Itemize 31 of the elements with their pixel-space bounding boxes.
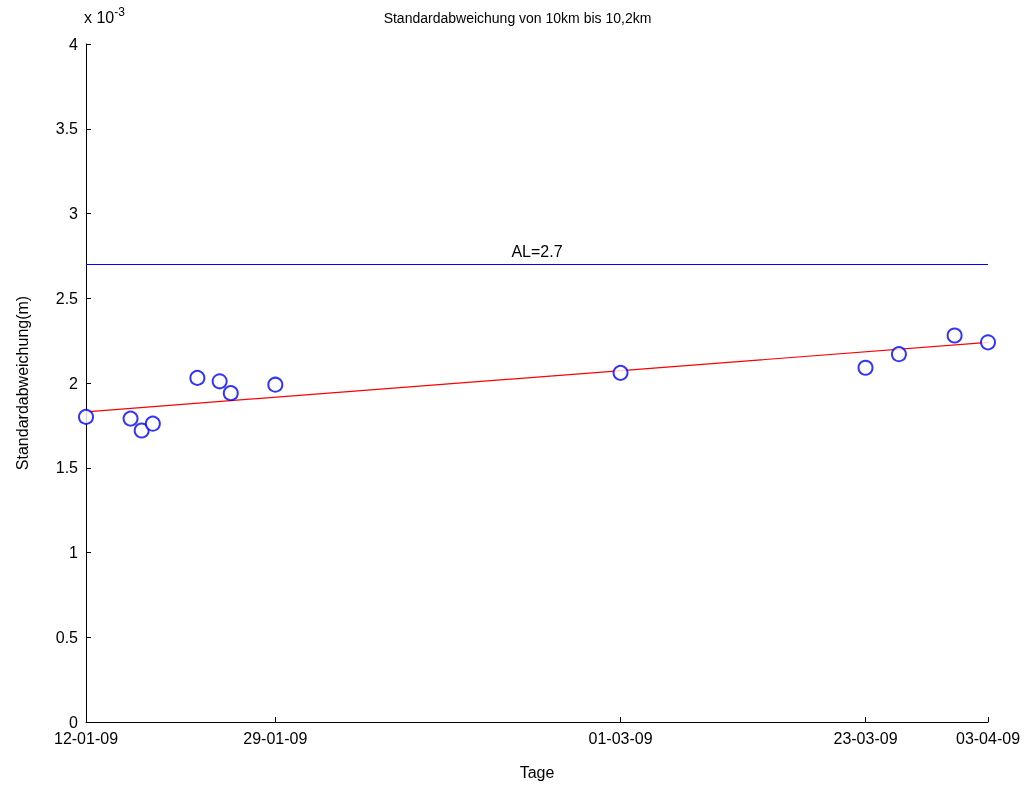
y-tick-label: 0 — [69, 713, 79, 731]
y-tick-label: 2 — [69, 374, 79, 392]
y-tick-label: 3 — [69, 205, 79, 222]
y-tick-label: 4 — [69, 35, 79, 53]
point — [133, 422, 150, 439]
point — [189, 369, 206, 386]
point — [946, 327, 963, 344]
point — [222, 385, 239, 402]
point — [612, 364, 629, 381]
y-axis-title: Standardabweichung(m) — [13, 295, 31, 471]
point — [267, 376, 284, 393]
point — [211, 373, 228, 390]
ref-line-label: AL=2.7 — [511, 242, 563, 260]
x-axis-title: Tage — [519, 763, 555, 781]
point — [78, 408, 94, 425]
point — [144, 415, 161, 432]
x-tick-label: 01-03-09 — [588, 729, 653, 747]
y-tick-label: 2.5 — [55, 289, 79, 307]
point — [980, 334, 996, 351]
x-tick-label: 29-01-09 — [243, 729, 308, 747]
point — [890, 346, 907, 363]
x-tick-label: 23-03-09 — [833, 729, 898, 747]
x-tick-label: 03-04-09 — [955, 729, 1021, 747]
y-tick-label: 0.5 — [55, 628, 79, 646]
y-tick-label: 1 — [69, 544, 79, 561]
chart-title: Standardabweichung von 10km bis 10,2km — [383, 10, 652, 26]
point — [857, 359, 874, 376]
point — [122, 410, 139, 427]
y-tick-label: 3.5 — [55, 120, 79, 138]
x-tick-label: 12-01-09 — [53, 729, 119, 747]
y-tick-label: 1.5 — [55, 459, 79, 477]
